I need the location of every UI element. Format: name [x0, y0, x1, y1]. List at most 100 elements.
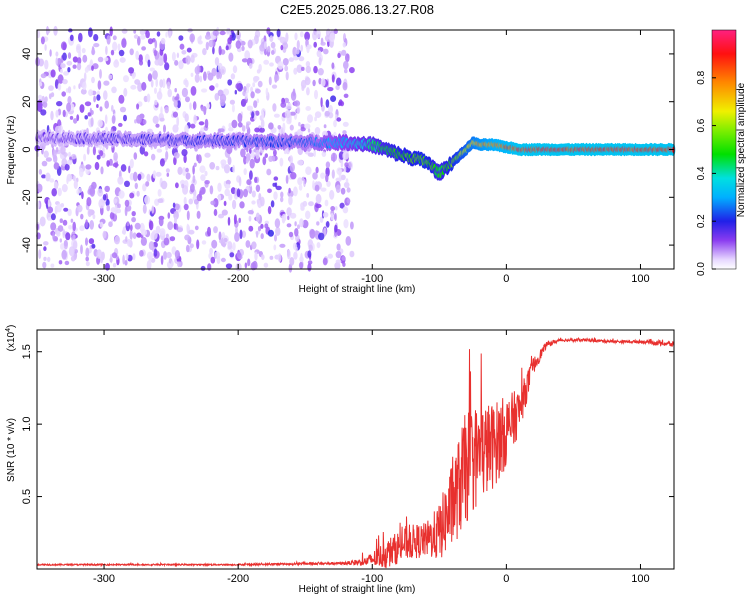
noise-blob	[253, 100, 258, 108]
noise-blob	[60, 243, 65, 250]
noise-blob	[228, 122, 232, 128]
noise-blob	[228, 127, 234, 132]
noise-blob	[300, 126, 306, 132]
noise-blob	[110, 49, 115, 56]
noise-blob	[272, 155, 276, 162]
noise-blob	[38, 81, 43, 87]
noise-blob	[313, 65, 318, 74]
noise-blob	[247, 39, 253, 49]
noise-blob	[126, 238, 131, 247]
noise-blob	[123, 87, 128, 97]
noise-blob	[172, 202, 176, 208]
noise-blob	[209, 162, 216, 170]
noise-blob	[350, 221, 354, 230]
noise-blob	[267, 45, 271, 53]
noise-blob	[67, 67, 71, 73]
noise-blob	[85, 247, 90, 258]
noise-blob	[62, 42, 67, 51]
noise-blob	[239, 201, 245, 209]
noise-blob	[146, 93, 151, 103]
noise-blob	[282, 122, 286, 133]
noise-blob	[176, 93, 180, 101]
noise-blob	[146, 173, 151, 182]
snr-x-ticks: -300 -200 -100 0 100	[93, 330, 650, 585]
noise-blob	[67, 86, 72, 94]
noise-blob	[251, 190, 256, 198]
noise-blob	[175, 182, 179, 189]
noise-blob	[312, 180, 315, 190]
noise-blob	[99, 106, 103, 112]
noise-blob	[96, 154, 101, 160]
noise-blob	[129, 48, 134, 56]
noise-blob	[183, 79, 186, 85]
noise-blob	[41, 174, 47, 179]
noise-blob	[209, 247, 214, 255]
noise-blob	[106, 204, 110, 212]
noise-blob	[250, 262, 257, 271]
noise-blob	[201, 186, 206, 195]
noise-blob	[41, 160, 48, 167]
noise-blob	[299, 31, 304, 38]
noise-blob	[156, 91, 163, 100]
noise-blob	[50, 222, 57, 231]
noise-blob	[216, 71, 220, 80]
noise-blob	[298, 56, 305, 62]
noise-blob	[78, 32, 83, 43]
noise-blob	[225, 179, 231, 185]
noise-blob	[194, 225, 199, 231]
noise-blob	[282, 58, 289, 66]
noise-blob	[89, 220, 94, 230]
noise-blob	[142, 183, 147, 192]
noise-blob	[226, 27, 230, 35]
noise-blob	[270, 41, 276, 49]
noise-blob	[321, 151, 327, 158]
noise-blob	[181, 149, 188, 157]
noise-blob	[55, 146, 59, 153]
noise-blob	[230, 73, 236, 80]
noise-blob	[76, 189, 80, 195]
noise-blob	[204, 170, 208, 177]
noise-blob	[35, 57, 40, 67]
noise-blob	[247, 210, 254, 215]
noise-blob	[260, 119, 265, 129]
noise-blob	[106, 160, 110, 167]
noise-blob	[266, 27, 271, 35]
noise-blob	[171, 51, 176, 62]
noise-blob	[280, 196, 284, 203]
noise-blob	[50, 213, 56, 221]
noise-blob	[174, 250, 180, 259]
noise-blob	[245, 240, 251, 248]
noise-blob	[97, 119, 103, 128]
noise-blob	[336, 117, 342, 122]
noise-blob	[331, 62, 335, 69]
noise-blob	[288, 57, 294, 62]
noise-blob	[106, 35, 111, 45]
noise-blob	[157, 189, 162, 197]
snr-multiplier: (x104)	[5, 325, 17, 352]
noise-blob	[222, 88, 230, 96]
noise-blob	[44, 96, 48, 103]
noise-blob	[36, 183, 43, 193]
noise-blob	[42, 261, 47, 269]
noise-blob	[169, 236, 176, 242]
noise-texture	[34, 25, 355, 273]
noise-blob	[251, 241, 257, 250]
noise-blob	[307, 263, 312, 272]
noise-blob	[57, 187, 62, 197]
noise-blob	[174, 88, 177, 93]
noise-blob	[233, 214, 237, 225]
noise-blob	[137, 36, 141, 46]
noise-blob	[99, 150, 104, 157]
noise-blob	[143, 151, 149, 157]
noise-blob	[241, 58, 248, 63]
noise-blob	[304, 77, 311, 86]
noise-blob	[246, 83, 251, 88]
noise-blob	[55, 109, 59, 118]
noise-blob	[149, 220, 154, 231]
noise-blob	[38, 249, 42, 259]
noise-blob	[324, 199, 329, 207]
spectrogram-y-ticks: -40 -20 0 20 40	[21, 48, 674, 253]
noise-blob	[172, 111, 178, 118]
noise-blob	[263, 59, 270, 65]
